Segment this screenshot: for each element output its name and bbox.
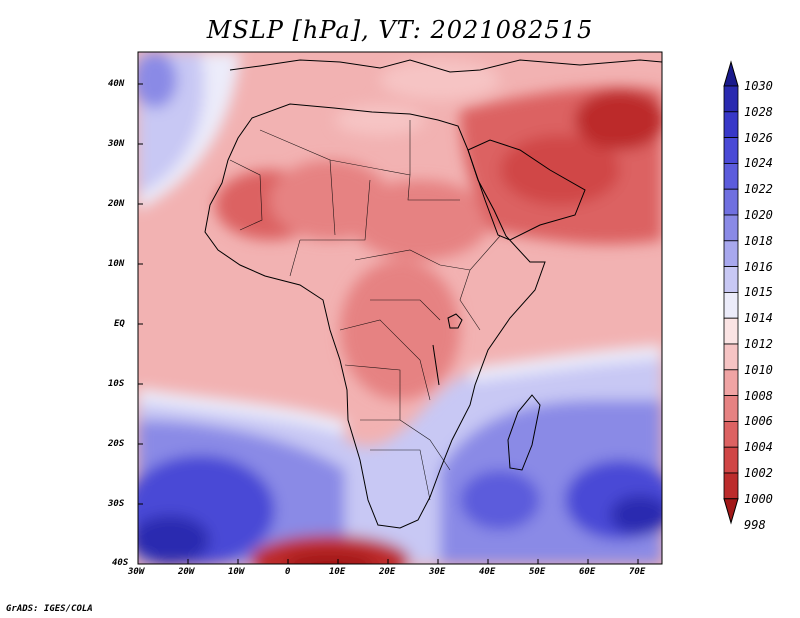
lat-label-40n: 40N (108, 79, 125, 89)
colorbar-bottom-arrow (723, 498, 739, 525)
colorbar-level-label: 1000 (744, 491, 773, 506)
lon-label-30w: 30W (128, 567, 145, 577)
lat-label-30s: 30S (108, 499, 125, 509)
africa-coastline (204, 103, 546, 529)
colorbar-level-label: 1004 (744, 440, 773, 455)
colorbar-level-label: 1002 (744, 466, 773, 480)
colorbar-swatch (723, 188, 739, 216)
colorbar-swatch (723, 369, 739, 396)
colorbar-level-label: 1024 (744, 156, 773, 171)
lon-label-10e: 10E (329, 567, 346, 577)
lon-label-10w: 10W (228, 567, 245, 577)
map-frame (137, 51, 663, 565)
colorbar-top-arrow (723, 60, 739, 87)
colorbar-swatch (723, 343, 739, 371)
colorbar-swatch (723, 111, 739, 139)
colorbar-swatch (723, 317, 739, 345)
madagascar-coastline (507, 394, 541, 471)
colorbar-level-label: 1018 (744, 233, 773, 248)
colorbar-swatch (723, 446, 739, 474)
colorbar-level-label: 998 (744, 517, 766, 532)
colorbar-swatch (723, 214, 739, 242)
colorbar-swatch (723, 85, 739, 113)
arabia-coastline (467, 139, 586, 241)
colorbar-swatch (723, 240, 739, 268)
colorbar-level-label: 1006 (744, 414, 773, 429)
lat-label-20n: 20N (108, 199, 125, 209)
colorbar-swatch (723, 162, 739, 190)
colorbar-level-label: 1030 (744, 79, 773, 93)
colorbar-level-label: 1015 (744, 285, 773, 300)
europe-coastline (229, 59, 662, 73)
lat-label-20s: 20S (108, 439, 125, 449)
colorbar-level-label: 1026 (744, 130, 773, 145)
colorbar-swatch (723, 266, 739, 293)
colorbar-level-label: 1028 (744, 104, 773, 119)
colorbar-swatch (723, 137, 739, 164)
lon-label-70e: 70E (629, 567, 646, 577)
colorbar-swatch (723, 472, 739, 500)
lat-label-40s: 40S (112, 558, 129, 568)
lon-label-20w: 20W (178, 567, 195, 577)
lat-label-eq: EQ (114, 319, 125, 329)
colorbar-swatch (723, 291, 739, 319)
colorbar-level-label: 1010 (744, 362, 773, 377)
lat-label-30n: 30N (108, 139, 125, 149)
colorbar-swatch (723, 395, 739, 422)
colorbar-level-label: 1008 (744, 388, 773, 403)
map-title: MSLP [hPa], VT: 2021082515 (206, 16, 594, 44)
lat-label-10s: 10S (108, 379, 125, 389)
lon-label-0: 0 (285, 567, 291, 577)
colorbar-level-label: 1016 (744, 259, 773, 274)
colorbar-level-label: 1012 (744, 337, 773, 351)
lon-label-40e: 40E (479, 567, 496, 577)
lat-label-10n: 10N (108, 259, 125, 269)
colorbar-level-label: 1020 (744, 208, 773, 222)
lon-label-60e: 60E (579, 567, 596, 577)
colorbar-swatch (723, 420, 739, 448)
country-borders (229, 120, 501, 501)
colorbar-level-label: 1014 (744, 311, 773, 326)
colorbar-level-label: 1022 (744, 182, 773, 197)
lon-label-20e: 20E (379, 567, 396, 577)
lon-label-30e: 30E (429, 567, 446, 577)
lon-label-50e: 50E (529, 567, 546, 577)
credit-text: GrADS: IGES/COLA (6, 604, 93, 614)
